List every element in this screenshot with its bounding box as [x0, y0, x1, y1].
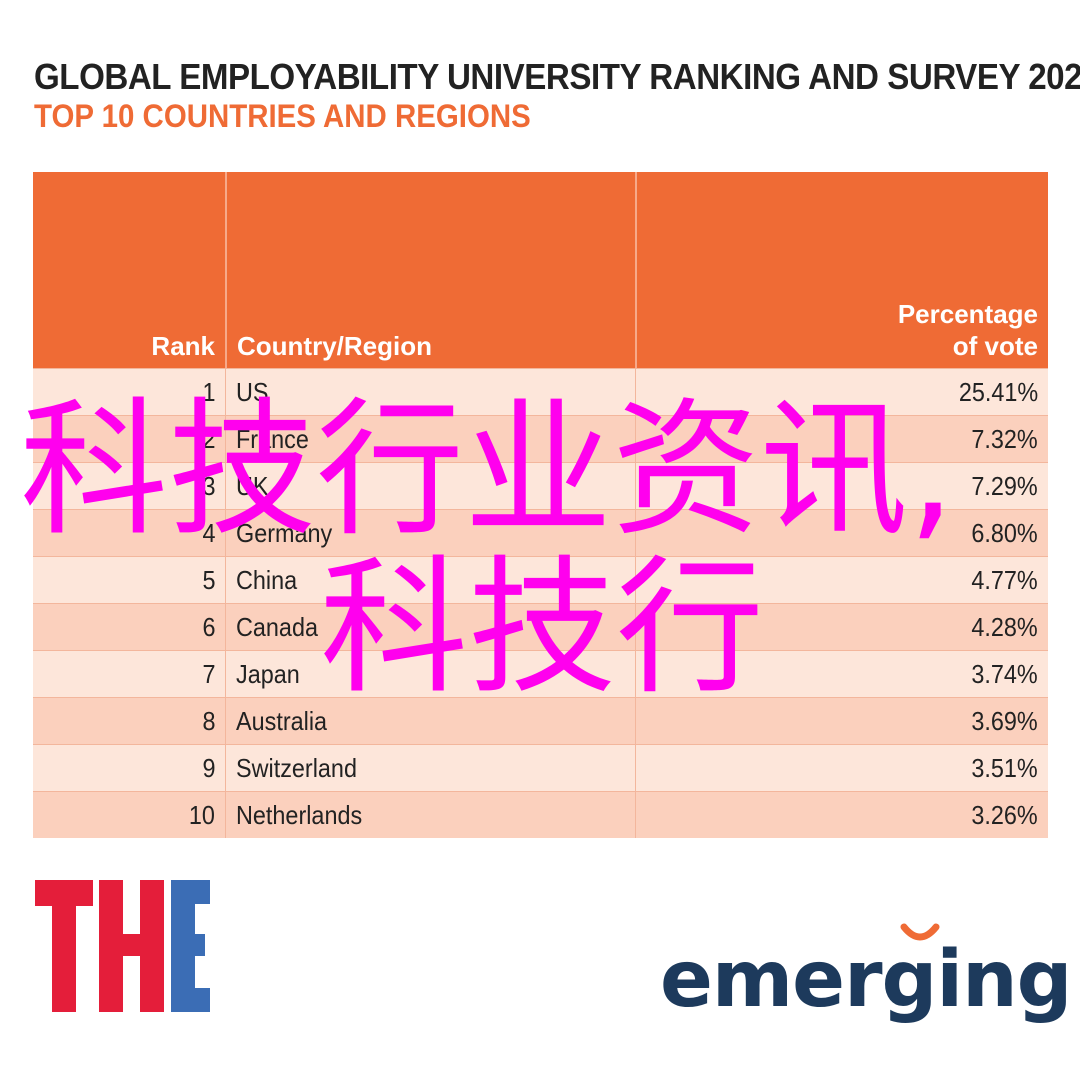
rank-cell: 1 [33, 369, 225, 415]
rank-cell: 6 [33, 604, 225, 650]
percentage-cell: 6.80% [635, 510, 1048, 556]
emerging-wordmark: emerging [660, 935, 1072, 1025]
the-logo [35, 880, 210, 1012]
country-cell: Germany [225, 510, 635, 556]
country-cell: Netherlands [225, 792, 635, 838]
country-cell: Switzerland [225, 745, 635, 791]
country-cell: UK [225, 463, 635, 509]
percentage-cell: 3.26% [635, 792, 1048, 838]
table-row: 6 Canada 4.28% [33, 603, 1048, 650]
percentage-cell: 3.51% [635, 745, 1048, 791]
page-title: GLOBAL EMPLOYABILITY UNIVERSITY RANKING … [34, 56, 1080, 97]
percentage-cell: 4.77% [635, 557, 1048, 603]
country-cell: Japan [225, 651, 635, 697]
percentage-cell: 25.41% [635, 369, 1048, 415]
table-row: 7 Japan 3.74% [33, 650, 1048, 697]
percentage-cell: 7.32% [635, 416, 1048, 462]
table-row: 1 US 25.41% [33, 368, 1048, 415]
rank-cell: 10 [33, 792, 225, 838]
header-rank: Rank [33, 172, 225, 368]
rank-cell: 3 [33, 463, 225, 509]
smile-arc-icon [900, 923, 940, 941]
header-percentage: Percentage of vote [635, 172, 1048, 368]
percentage-cell: 3.69% [635, 698, 1048, 744]
table-header: Rank Country/Region Percentage of vote [33, 172, 1048, 368]
emerging-logo: emerging [660, 923, 1072, 1055]
rank-cell: 8 [33, 698, 225, 744]
rank-cell: 9 [33, 745, 225, 791]
ranking-table: Rank Country/Region Percentage of vote 1… [33, 172, 1048, 838]
table-row: 2 France 7.32% [33, 415, 1048, 462]
country-cell: Canada [225, 604, 635, 650]
table-row: 10 Netherlands 3.26% [33, 791, 1048, 838]
table-row: 9 Switzerland 3.51% [33, 744, 1048, 791]
country-cell: China [225, 557, 635, 603]
table-body: 1 US 25.41% 2 France 7.32% 3 UK 7.29% 4 Germany 6.8… [33, 368, 1048, 838]
rank-cell: 4 [33, 510, 225, 556]
country-cell: France [225, 416, 635, 462]
table-row: 4 Germany 6.80% [33, 509, 1048, 556]
percentage-cell: 4.28% [635, 604, 1048, 650]
rank-cell: 7 [33, 651, 225, 697]
rank-cell: 5 [33, 557, 225, 603]
country-cell: US [225, 369, 635, 415]
table-row: 8 Australia 3.69% [33, 697, 1048, 744]
percentage-cell: 3.74% [635, 651, 1048, 697]
country-cell: Australia [225, 698, 635, 744]
header-country: Country/Region [225, 172, 635, 368]
page-subtitle: TOP 10 COUNTRIES AND REGIONS [34, 98, 531, 134]
table-row: 5 China 4.77% [33, 556, 1048, 603]
table-row: 3 UK 7.29% [33, 462, 1048, 509]
percentage-cell: 7.29% [635, 463, 1048, 509]
rank-cell: 2 [33, 416, 225, 462]
